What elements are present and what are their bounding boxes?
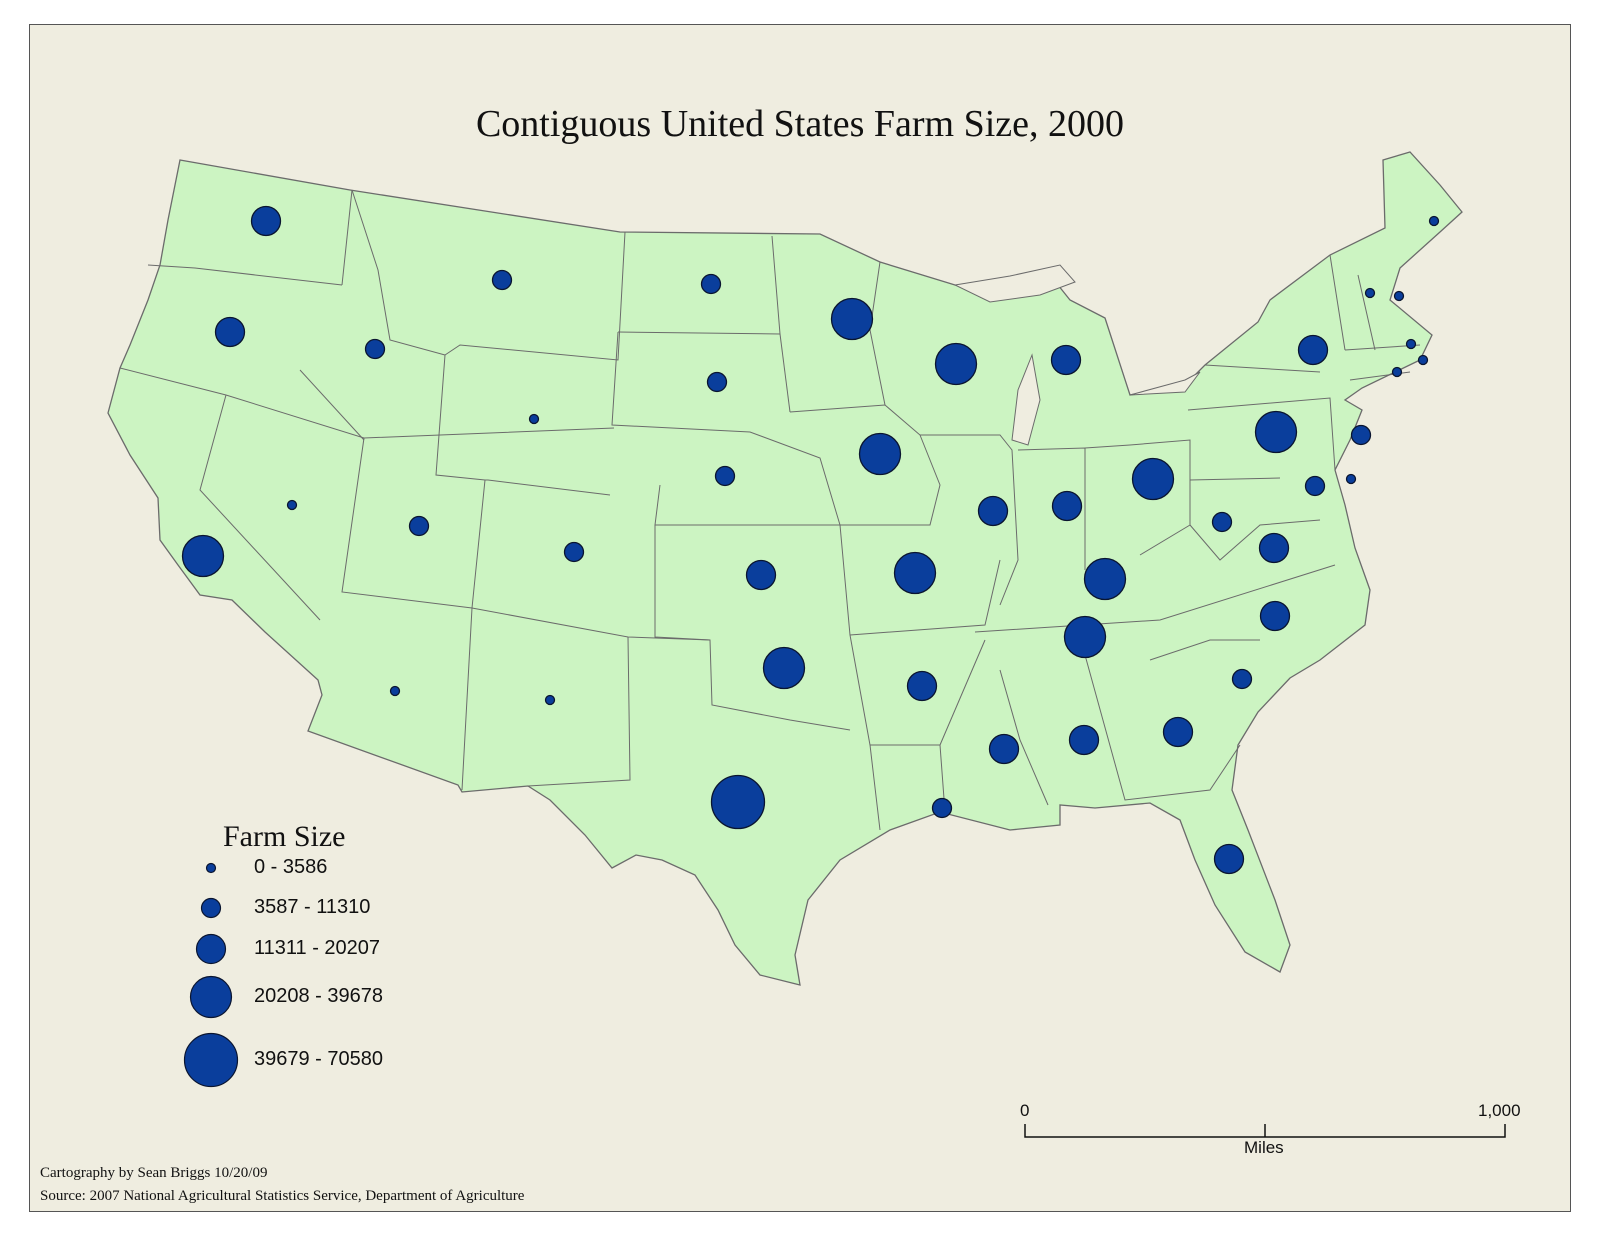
map-title: Contiguous United States Farm Size, 2000 xyxy=(475,103,1125,145)
legend-label-class-1: 0 - 3586 xyxy=(254,856,328,878)
symbol-illinois xyxy=(977,495,1009,527)
symbol-minnesota xyxy=(830,297,874,341)
symbol-wyoming xyxy=(528,413,540,425)
legend-label-class-4: 20208 - 39678 xyxy=(254,985,384,1007)
legend-symbol-class-1 xyxy=(205,862,217,874)
source-credit: Source: 2007 National Agricultural Stati… xyxy=(40,1188,525,1204)
symbol-rhode-island xyxy=(1417,354,1429,366)
symbol-ohio xyxy=(1131,457,1175,501)
symbol-west-virginia xyxy=(1211,511,1233,533)
scale-start-label: 0 xyxy=(1020,1101,1030,1120)
legend-symbols xyxy=(183,862,239,1088)
symbol-south-carolina xyxy=(1231,668,1253,690)
scale-end-label: 1,000 xyxy=(1478,1101,1521,1120)
lake-michigan xyxy=(1011,353,1041,446)
scale-unit-label: Miles xyxy=(1244,1138,1284,1157)
symbol-tennessee xyxy=(1063,615,1107,659)
symbol-arizona xyxy=(389,685,401,697)
symbol-maine xyxy=(1428,215,1440,227)
symbol-kansas xyxy=(745,559,777,591)
symbol-iowa xyxy=(858,432,902,476)
symbol-vermont xyxy=(1364,287,1376,299)
symbol-new-hampshire xyxy=(1393,290,1405,302)
symbol-louisiana xyxy=(931,797,953,819)
symbol-indiana xyxy=(1051,490,1083,522)
symbol-south-dakota xyxy=(706,371,728,393)
symbol-connecticut xyxy=(1391,366,1403,378)
symbol-california xyxy=(181,534,225,578)
symbol-north-carolina xyxy=(1259,600,1291,632)
symbol-georgia xyxy=(1162,716,1194,748)
legend-symbol-class-4 xyxy=(189,975,233,1019)
legend-title: Farm Size xyxy=(223,820,346,853)
symbol-utah xyxy=(408,515,430,537)
symbol-missouri xyxy=(893,551,937,595)
symbol-wisconsin xyxy=(934,342,978,386)
legend-symbol-class-3 xyxy=(195,933,227,965)
legend-label-class-3: 11311 - 20207 xyxy=(254,937,381,959)
lake-erie xyxy=(1129,371,1201,396)
symbol-mississippi xyxy=(988,733,1020,765)
symbol-oregon xyxy=(214,316,246,348)
lake-superior xyxy=(953,264,1076,303)
symbol-new-jersey xyxy=(1350,424,1372,446)
legend-symbol-class-2 xyxy=(200,897,222,919)
symbol-north-dakota xyxy=(700,273,722,295)
symbol-new-mexico xyxy=(544,694,556,706)
symbol-colorado xyxy=(563,541,585,563)
symbol-michigan xyxy=(1050,344,1082,376)
symbol-kentucky xyxy=(1083,557,1127,601)
symbol-washington xyxy=(250,205,282,237)
symbol-delaware xyxy=(1345,473,1357,485)
us-landmass xyxy=(107,151,1463,986)
author-credit: Cartography by Sean Briggs 10/20/09 xyxy=(40,1165,268,1181)
symbol-texas xyxy=(710,774,766,830)
state-symbols xyxy=(181,205,1440,875)
legend-label-class-5: 39679 - 70580 xyxy=(254,1048,384,1070)
symbol-maryland xyxy=(1304,475,1326,497)
symbol-pennsylvania xyxy=(1254,410,1298,454)
legend-symbol-class-5 xyxy=(183,1032,239,1088)
symbol-idaho xyxy=(364,338,386,360)
symbol-montana xyxy=(491,269,513,291)
legend-label-class-2: 3587 - 11310 xyxy=(254,896,371,918)
symbol-arkansas xyxy=(906,670,938,702)
symbol-virginia xyxy=(1258,532,1290,564)
symbol-alabama xyxy=(1068,724,1100,756)
symbol-nevada xyxy=(286,499,298,511)
symbol-nebraska xyxy=(714,465,736,487)
state-borders xyxy=(119,189,1421,831)
symbol-oklahoma xyxy=(762,646,806,690)
symbol-florida xyxy=(1213,843,1245,875)
scale-bar xyxy=(1024,1124,1506,1138)
symbol-new-york xyxy=(1297,334,1329,366)
symbol-massachusetts xyxy=(1405,338,1417,350)
